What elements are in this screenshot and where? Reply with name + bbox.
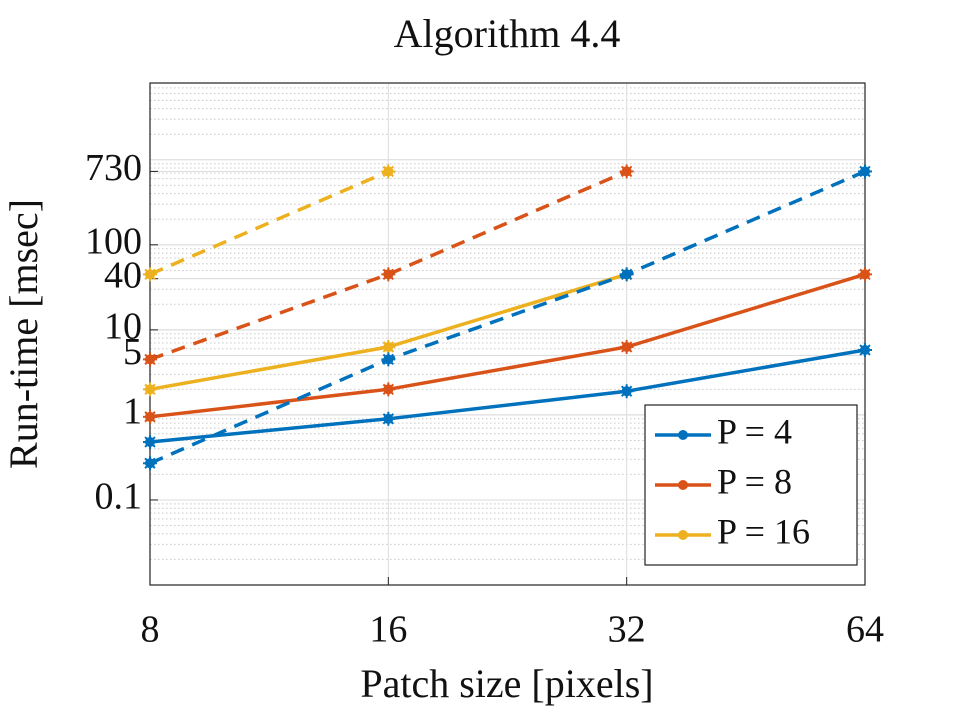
y-tick-label: 5: [123, 331, 142, 373]
legend-marker: [678, 530, 688, 540]
marker-ray: [144, 383, 156, 395]
marker: [858, 342, 872, 357]
marker-ray: [382, 268, 394, 280]
marker: [143, 456, 157, 471]
x-tick-label: 64: [846, 609, 884, 651]
marker-ray: [144, 353, 156, 366]
marker-ray: [859, 344, 871, 356]
legend-label: P = 16: [717, 511, 810, 551]
y-tick-label: 1: [123, 391, 142, 433]
legend-marker: [678, 480, 688, 490]
y-tick-label: 100: [85, 221, 142, 263]
marker: [619, 339, 634, 354]
marker: [381, 339, 396, 354]
marker: [858, 164, 872, 179]
marker: [381, 382, 396, 397]
marker-ray: [144, 436, 156, 448]
marker: [381, 411, 396, 426]
marker-ray: [621, 165, 633, 178]
x-tick-label: 8: [141, 609, 160, 651]
marker: [858, 267, 872, 282]
dashed-line: [149, 169, 390, 276]
marker-ray: [382, 413, 394, 425]
marker-ray: [859, 268, 871, 280]
x-tick-label: 32: [608, 609, 646, 651]
marker-ray: [621, 341, 633, 353]
y-tick-label: 40: [104, 254, 142, 296]
x-axis-label: Patch size [pixels]: [360, 661, 653, 706]
chart-title: Algorithm 4.4: [394, 11, 621, 56]
line: [149, 272, 866, 419]
y-axis-label: Run-time [msec]: [1, 199, 46, 469]
marker: [619, 384, 634, 399]
marker-ray: [382, 165, 394, 178]
marker: [619, 164, 634, 179]
marker: [381, 267, 396, 282]
marker-ray: [621, 385, 633, 397]
line: [149, 348, 866, 444]
marker-ray: [144, 411, 156, 423]
x-tick-label: 16: [369, 609, 407, 651]
marker-ray: [859, 165, 871, 178]
marker: [381, 164, 396, 179]
marker: [143, 382, 157, 397]
plot-frame: [149, 82, 866, 586]
legend-label: P = 8: [717, 461, 792, 501]
marker-ray: [621, 268, 633, 280]
marker-ray: [382, 383, 394, 395]
y-tick-label: 10: [104, 306, 142, 348]
marker-ray: [144, 457, 156, 469]
marker-ray: [382, 341, 394, 353]
marker-ray: [144, 268, 156, 280]
marker: [143, 409, 157, 424]
legend-label: P = 4: [717, 411, 792, 451]
y-tick-label: 730: [85, 147, 142, 189]
legend: P = 4 P = 8 P = 16: [644, 404, 858, 566]
legend-marker: [678, 430, 688, 440]
marker-ray: [382, 353, 394, 366]
marker: [619, 267, 634, 282]
marker: [143, 352, 157, 367]
y-tick-label: 0.1: [95, 476, 143, 518]
marker: [143, 435, 157, 450]
marker: [381, 352, 396, 367]
marker: [143, 267, 157, 282]
